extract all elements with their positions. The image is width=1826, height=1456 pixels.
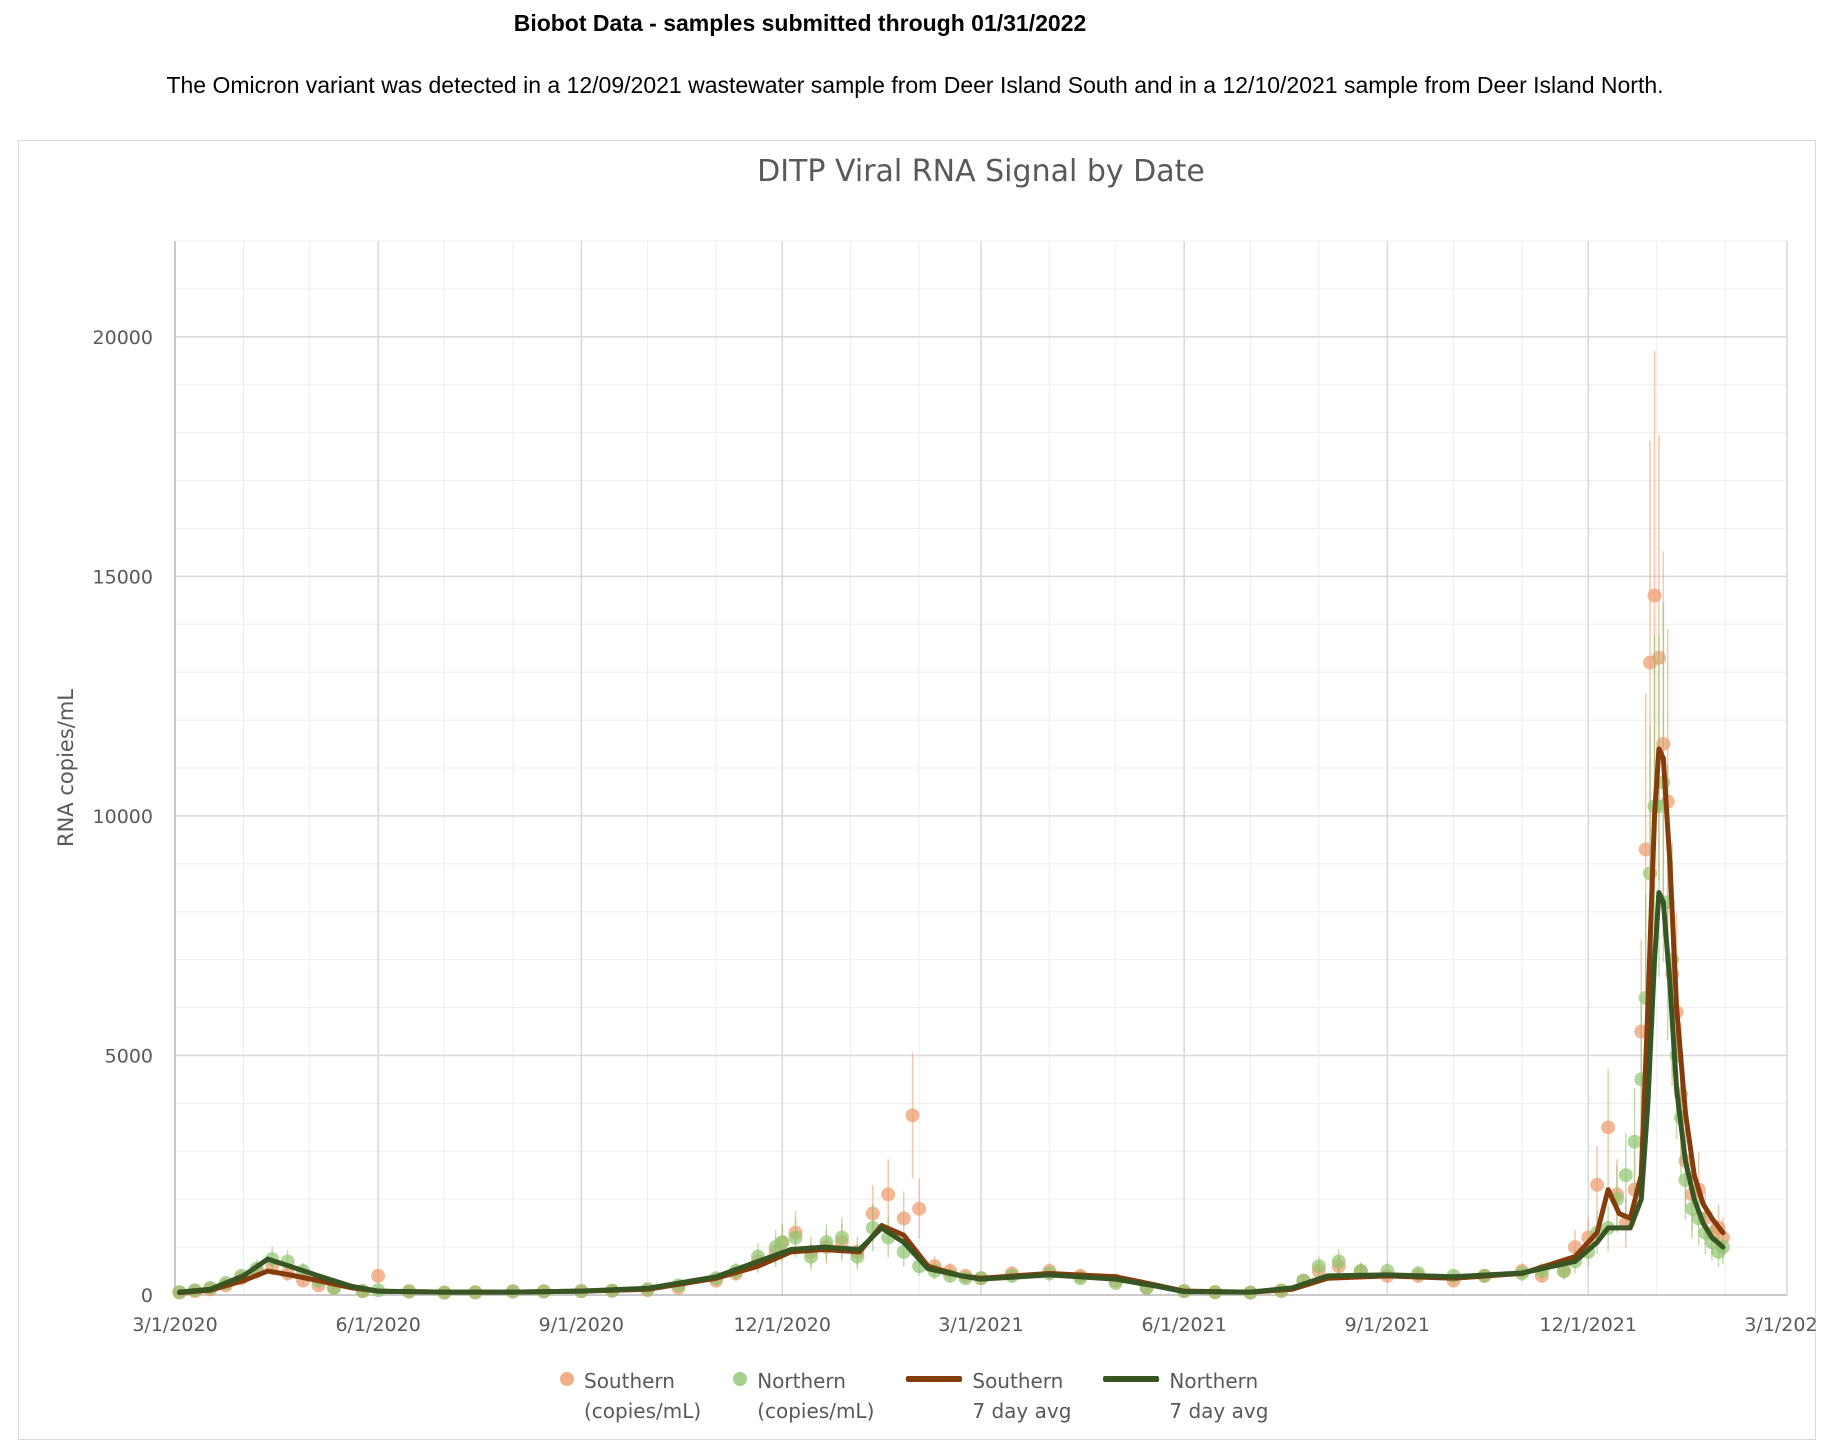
x-tick-label: 6/1/2021 xyxy=(1141,1314,1226,1336)
y-tick-label: 10000 xyxy=(93,806,153,828)
data-point xyxy=(1627,1134,1642,1149)
x-tick-label: 6/1/2020 xyxy=(335,1314,420,1336)
chart-frame: DITP Viral RNA Signal by Date 0 5000 10000 1… xyxy=(18,140,1817,1440)
data-point xyxy=(788,1230,803,1245)
legend-label-southern-points: Southern xyxy=(584,1369,675,1393)
x-tick-label: 12/1/2021 xyxy=(1540,1314,1637,1336)
x-tick-label: 9/1/2021 xyxy=(1345,1314,1430,1336)
y-tick-label: 20000 xyxy=(93,327,153,349)
page-title: Biobot Data - samples submitted through … xyxy=(513,10,1087,36)
data-point xyxy=(1590,1177,1605,1192)
data-point xyxy=(912,1201,927,1216)
y-tick-label: 5000 xyxy=(105,1045,153,1067)
y-tick-label: 0 xyxy=(141,1285,153,1307)
x-tick-label: 12/1/2020 xyxy=(734,1314,831,1336)
data-point xyxy=(1556,1264,1571,1279)
data-point xyxy=(371,1268,386,1283)
x-tick-label: 9/1/2020 xyxy=(539,1314,624,1336)
data-point xyxy=(1647,588,1662,603)
data-point xyxy=(1311,1259,1326,1274)
legend-item-southern-avg[interactable]: Southern 7 day avg xyxy=(906,1366,1071,1426)
series-northern-7day-avg-line xyxy=(176,890,1726,1295)
legend-sublabel-northern-points: (copies/mL) xyxy=(757,1399,875,1423)
data-point xyxy=(1618,1168,1633,1183)
legend-item-southern-points[interactable]: Southern (copies/mL) xyxy=(560,1366,701,1426)
legend-swatch-southern-avg xyxy=(906,1376,963,1382)
legend-sublabel-southern-points: (copies/mL) xyxy=(584,1399,702,1423)
data-point xyxy=(1638,842,1653,857)
legend-label-southern-avg: Southern xyxy=(972,1369,1064,1393)
data-point xyxy=(775,1235,790,1250)
legend-item-northern-avg[interactable]: Northern 7 day avg xyxy=(1103,1366,1268,1426)
y-tick-label: 15000 xyxy=(93,566,153,588)
legend-label-northern-avg: Northern xyxy=(1169,1369,1259,1393)
data-point xyxy=(1331,1254,1346,1269)
x-tick-label: 3/1/2022 xyxy=(1744,1314,1817,1336)
data-point xyxy=(881,1187,896,1202)
series-northern-points xyxy=(172,602,1730,1300)
omicron-note: The Omicron variant was detected in a 12… xyxy=(166,72,1664,98)
legend-swatch-northern-points xyxy=(733,1372,748,1386)
chart-svg: DITP Viral RNA Signal by Date 0 5000 10000 1… xyxy=(54,154,1817,1336)
legend-sublabel-southern-avg: 7 day avg xyxy=(972,1399,1072,1423)
legend-swatch-northern-avg xyxy=(1103,1376,1160,1382)
legend-item-northern-points[interactable]: Northern (copies/mL) xyxy=(733,1366,874,1426)
legend-sublabel-northern-avg: 7 day avg xyxy=(1169,1399,1269,1423)
y-axis-label: RNA copies/mL xyxy=(54,689,78,847)
data-point xyxy=(896,1211,911,1226)
series-southern-points xyxy=(172,350,1730,1300)
legend-swatch-southern-points xyxy=(560,1372,574,1386)
data-point xyxy=(834,1230,849,1245)
series-southern-7day-avg-line xyxy=(176,746,1726,1296)
chart-title: DITP Viral RNA Signal by Date xyxy=(757,154,1205,189)
chart-legend: Southern (copies/mL) Northern (copies/mL… xyxy=(560,1366,1268,1426)
data-point xyxy=(1601,1120,1616,1135)
x-tick-label: 3/1/2021 xyxy=(938,1314,1023,1336)
data-point xyxy=(905,1108,920,1123)
legend-label-northern-points: Northern xyxy=(757,1369,846,1393)
x-tick-label: 3/1/2020 xyxy=(132,1314,217,1336)
